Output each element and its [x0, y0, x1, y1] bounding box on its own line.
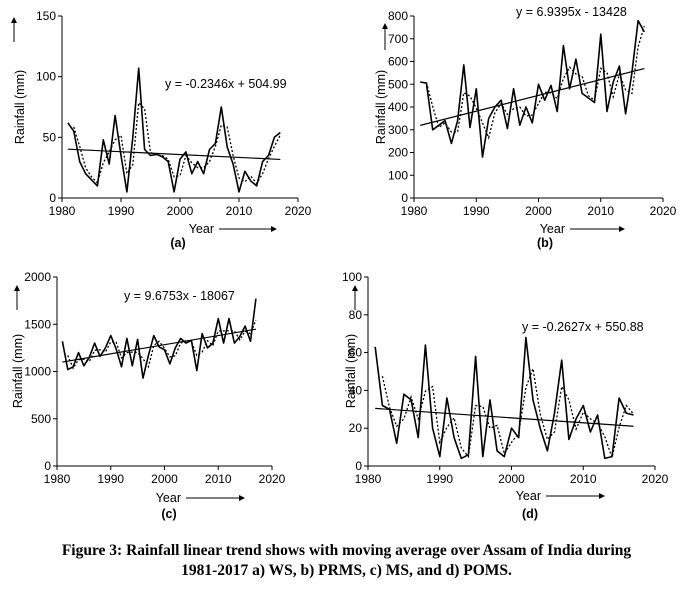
- x-tick-label: 1990: [426, 472, 453, 486]
- y-tick-label: 200: [388, 146, 408, 160]
- panel-label: (c): [161, 507, 176, 521]
- x-axis-arrowhead: [599, 493, 605, 499]
- moving-average-line: [381, 366, 634, 460]
- trend-equation: y = -0.2627x + 550.88: [522, 320, 644, 334]
- y-tick-label: 0: [49, 191, 56, 205]
- x-axis-label: Year: [156, 491, 181, 505]
- x-axis-arrowhead: [271, 226, 277, 232]
- y-tick-label: 80: [349, 308, 363, 322]
- y-tick-label: 0: [401, 191, 408, 205]
- panel-label: (d): [522, 507, 538, 521]
- trend-equation: y = 9.6753x - 18067: [124, 289, 235, 303]
- x-tick-label: 2000: [151, 472, 178, 486]
- x-axis-label: Year: [516, 489, 541, 503]
- y-tick-label: 40: [349, 383, 363, 397]
- chart-panel-b: 0 100 200 300 400 500 600 700 800 1980 1990 2000 201…: [374, 5, 677, 250]
- moving-average-line: [73, 101, 281, 185]
- x-tick-label: 2010: [587, 204, 614, 218]
- moving-average-line: [425, 26, 645, 140]
- x-tick-label: 2010: [226, 204, 253, 218]
- trend-equation: y = -0.2346x + 504.99: [165, 77, 287, 91]
- chart-panel-d: 0 20 40 60 80 100 1980 1990 2000 2010 2020 y = -0.2…: [342, 270, 669, 521]
- y-tick-label: 100: [342, 270, 362, 284]
- y-axis-arrowhead: [382, 23, 388, 29]
- rainfall-series-line: [374, 336, 634, 460]
- y-tick-label: 700: [388, 32, 408, 46]
- y-axis-label: Rainfall (mm): [374, 70, 388, 144]
- caption-line-2: 1981-2017 a) WS, b) PRMS, c) MS, and d) …: [181, 562, 512, 579]
- x-tick-label: 2000: [167, 204, 194, 218]
- rainfall-series-line: [420, 19, 646, 158]
- x-axis-label: Year: [189, 222, 214, 236]
- x-tick-label: 2020: [642, 472, 669, 486]
- y-tick-label: 300: [388, 123, 408, 137]
- y-tick-label: 1000: [24, 365, 51, 379]
- caption-line-1: Figure 3: Rainfall linear trend shows wi…: [61, 542, 632, 559]
- x-tick-label: 2000: [498, 472, 525, 486]
- y-tick-label: 100: [388, 168, 408, 182]
- x-tick-label: 1990: [108, 204, 135, 218]
- x-tick-label: 1980: [49, 204, 76, 218]
- y-axis-label: Rainfall (mm): [13, 70, 27, 144]
- y-axis-label: Rainfall (mm): [344, 334, 358, 408]
- trend-line: [67, 148, 281, 161]
- y-tick-label: 400: [388, 100, 408, 114]
- y-tick-label: 150: [36, 9, 56, 23]
- x-axis-label: Year: [540, 222, 565, 236]
- x-axis-arrowhead: [239, 495, 245, 501]
- y-tick-label: 100: [36, 70, 56, 84]
- y-tick-label: 0: [355, 459, 362, 473]
- y-tick-label: 500: [388, 77, 408, 91]
- trend-line: [375, 407, 634, 427]
- y-axis-arrowhead: [14, 285, 20, 291]
- y-tick-label: 1500: [24, 317, 51, 331]
- x-tick-label: 2010: [570, 472, 597, 486]
- trend-line: [420, 67, 645, 126]
- y-tick-label: 500: [31, 412, 51, 426]
- x-tick-label: 2020: [285, 204, 312, 218]
- trend-line: [62, 328, 256, 363]
- panel-label: (b): [537, 236, 553, 250]
- rainfall-series-line: [67, 67, 281, 193]
- panel-label: (a): [170, 236, 185, 250]
- y-tick-label: 600: [388, 55, 408, 69]
- y-tick-label: 50: [43, 130, 57, 144]
- y-axis-arrowhead: [352, 285, 358, 291]
- x-tick-label: 2020: [259, 472, 286, 486]
- x-tick-label: 1990: [463, 204, 490, 218]
- figure-caption: Figure 3: Rainfall linear trend shows wi…: [0, 541, 693, 581]
- chart-panel-a: 0 50 100 150 1980 1990 2000 2010 2020 y = -0.2346…: [11, 9, 312, 250]
- x-tick-label: 1990: [97, 472, 124, 486]
- x-tick-label: 1980: [44, 472, 71, 486]
- y-tick-label: 2000: [24, 270, 51, 284]
- x-tick-label: 1980: [401, 204, 428, 218]
- rainfall-series-line: [61, 298, 257, 379]
- x-tick-label: 2010: [205, 472, 232, 486]
- x-tick-label: 2000: [525, 204, 552, 218]
- y-tick-label: 800: [388, 9, 408, 23]
- y-tick-label: 0: [44, 459, 51, 473]
- y-axis-label: Rainfall (mm): [11, 334, 25, 408]
- x-axis-arrowhead: [619, 226, 625, 232]
- chart-panel-c: 0 500 1000 1500 2000 1980 1990 2000 2010 2020 y = …: [11, 270, 286, 521]
- y-tick-label: 60: [349, 346, 363, 360]
- trend-equation: y = 6.9395x - 13428: [516, 5, 627, 19]
- y-tick-label: 20: [349, 421, 363, 435]
- x-tick-label: 1980: [355, 472, 382, 486]
- x-tick-label: 2020: [650, 204, 677, 218]
- y-axis-arrowhead: [11, 17, 17, 23]
